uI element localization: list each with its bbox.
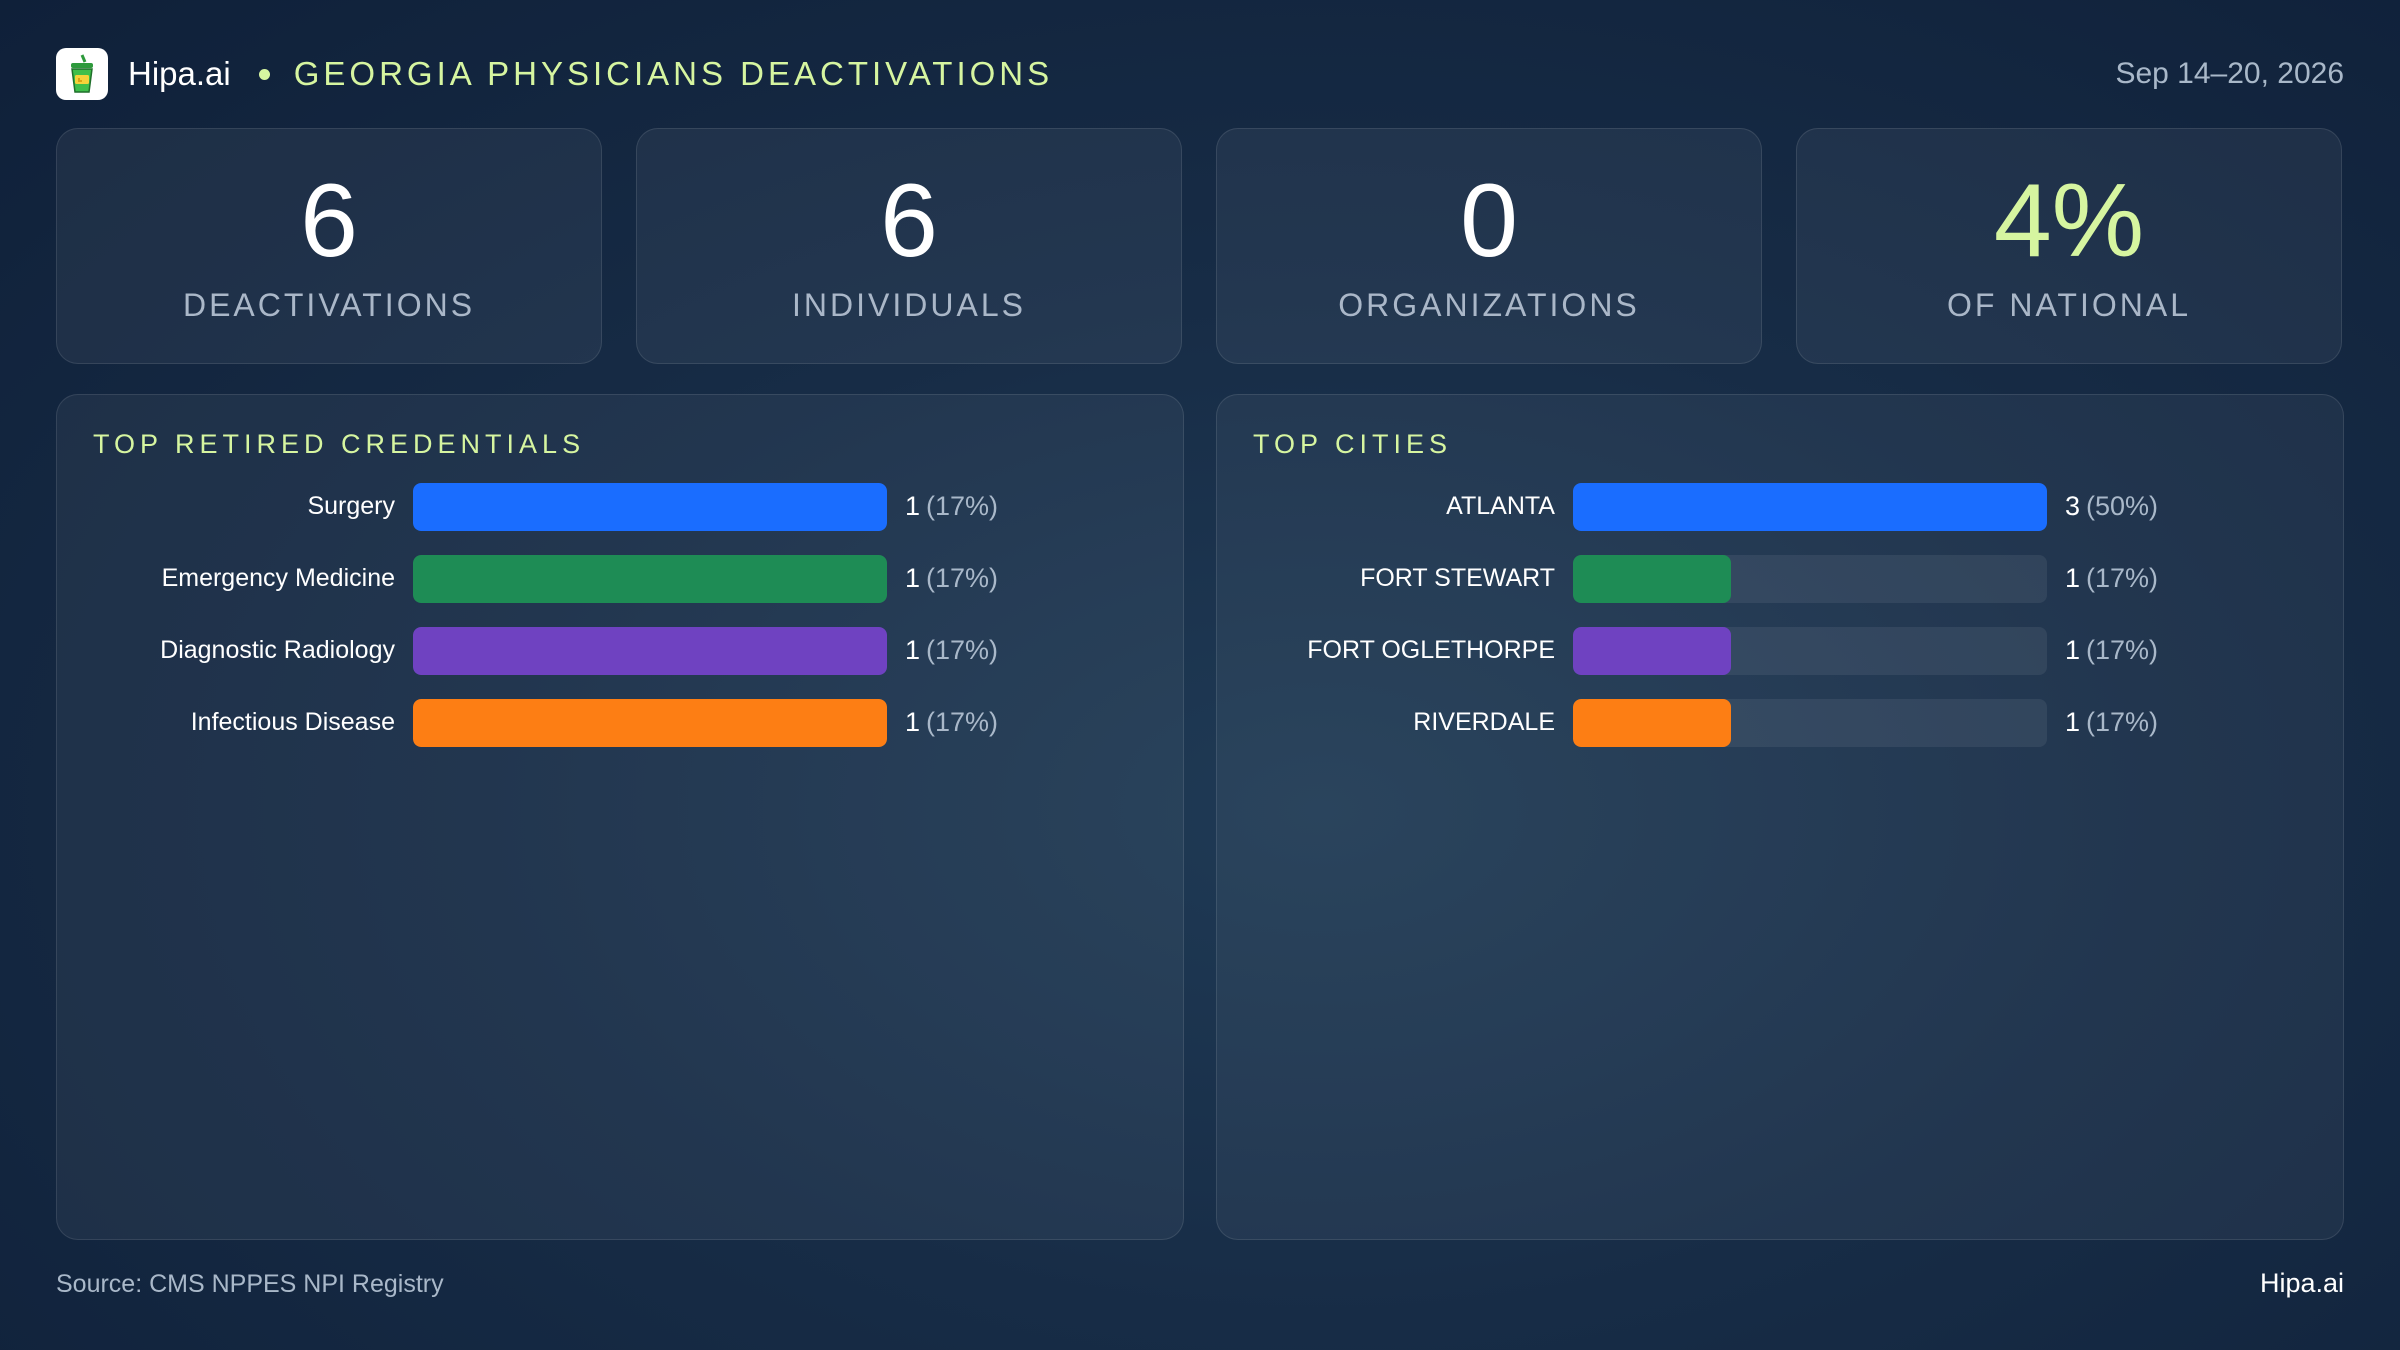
bar-row: Diagnostic Radiology 1 (17%) — [57, 625, 1183, 675]
bar-label: Infectious Disease — [190, 708, 395, 736]
panel-title: TOP RETIRED CREDENTIALS — [93, 429, 586, 459]
bar — [1573, 699, 1731, 747]
bar-row: FORT STEWART 1 (17%) — [1217, 553, 2343, 603]
kpi-value: 6 — [880, 163, 938, 279]
bar — [413, 555, 887, 603]
bar-percent: (17%) — [926, 563, 999, 593]
bar-percent: (17%) — [2086, 707, 2159, 737]
footer-brand: Hipa.ai — [2259, 1268, 2344, 1298]
kpi-card-individuals: 6 INDIVIDUALS — [636, 128, 1182, 364]
separator-dot — [258, 68, 270, 80]
bar-row: RIVERDALE 1 (17%) — [1217, 697, 2343, 747]
kpi-label: DEACTIVATIONS — [182, 287, 476, 323]
bar-count: 1 — [2065, 635, 2081, 665]
bar-percent: (50%) — [2086, 491, 2159, 521]
bar-value-label: 1 (17%) — [905, 553, 998, 603]
bar-value-label: 1 (17%) — [905, 481, 998, 531]
bar-percent: (17%) — [926, 491, 999, 521]
kpi-label: ORGANIZATIONS — [1338, 287, 1640, 323]
bar-percent: (17%) — [2086, 635, 2159, 665]
kpi-value: 6 — [300, 163, 358, 279]
bar-row: Emergency Medicine 1 (17%) — [57, 553, 1183, 603]
bar — [413, 483, 887, 531]
bar-value-label: 1 (17%) — [2065, 625, 2158, 675]
source-note: Source: CMS NPPES NPI Registry — [56, 1270, 444, 1298]
bar-track — [413, 627, 887, 675]
bar-count: 1 — [905, 563, 921, 593]
bar-count: 1 — [905, 707, 921, 737]
bar-track — [413, 483, 887, 531]
bar-count: 1 — [2065, 707, 2081, 737]
bar-track — [413, 555, 887, 603]
brand-name: Hipa.ai — [128, 55, 231, 92]
kpi-label: OF NATIONAL — [1947, 287, 2191, 323]
bar-value-label: 1 (17%) — [2065, 697, 2158, 747]
bar-percent: (17%) — [2086, 563, 2159, 593]
kpi-card-of-national: 4% OF NATIONAL — [1796, 128, 2342, 364]
bar-percent: (17%) — [926, 707, 999, 737]
bar-percent: (17%) — [926, 635, 999, 665]
bar-value-label: 3 (50%) — [2065, 481, 2158, 531]
kpi-card-deactivations: 6 DEACTIVATIONS — [56, 128, 602, 364]
bar-row: Surgery 1 (17%) — [57, 481, 1183, 531]
panel-top-cities: TOP CITIES ATLANTA 3 (50%) FORT STEWART 1 (17… — [1216, 394, 2344, 1240]
bar-label: Emergency Medicine — [161, 564, 395, 592]
bar-count: 1 — [2065, 563, 2081, 593]
panel-top-retired-credentials: TOP RETIRED CREDENTIALS Surgery 1 (17%) Eme… — [56, 394, 1184, 1240]
bar — [413, 627, 887, 675]
bar-count: 1 — [905, 635, 921, 665]
bar-label: FORT OGLETHORPE — [1307, 636, 1555, 664]
bar-label: Diagnostic Radiology — [160, 636, 395, 664]
kpi-card-organizations: 0 ORGANIZATIONS — [1216, 128, 1762, 364]
page-title: GEORGIA PHYSICIANS DEACTIVATIONS — [293, 55, 1054, 92]
bar-value-label: 1 (17%) — [905, 625, 998, 675]
bar-label: ATLANTA — [1446, 492, 1555, 520]
bar-value-label: 1 (17%) — [905, 697, 998, 747]
kpi-value: 4% — [1993, 163, 2145, 279]
bar-track — [1573, 699, 2047, 747]
panel-title: TOP CITIES — [1253, 429, 1453, 459]
bar-row: Infectious Disease 1 (17%) — [57, 697, 1183, 747]
bar-value-label: 1 (17%) — [2065, 553, 2158, 603]
bar-label: Surgery — [307, 492, 395, 520]
bar-count: 3 — [2065, 491, 2081, 521]
bar — [1573, 483, 2047, 531]
bar-label: FORT STEWART — [1360, 564, 1555, 592]
bar-row: ATLANTA 3 (50%) — [1217, 481, 2343, 531]
bar-row: FORT OGLETHORPE 1 (17%) — [1217, 625, 2343, 675]
bar — [1573, 555, 1731, 603]
hipa-cup-logo-icon — [56, 48, 108, 100]
bar-count: 1 — [905, 491, 921, 521]
date-range: Sep 14–20, 2026 — [2115, 57, 2344, 90]
bar-track — [413, 699, 887, 747]
bar-track — [1573, 483, 2047, 531]
bar — [1573, 627, 1731, 675]
kpi-value: 0 — [1460, 163, 1518, 279]
kpi-label: INDIVIDUALS — [792, 287, 1026, 323]
bar — [413, 699, 887, 747]
bar-track — [1573, 627, 2047, 675]
header: Hipa.ai GEORGIA PHYSICIANS DEACTIVATIONS… — [56, 48, 2344, 100]
bar-track — [1573, 555, 2047, 603]
bar-label: RIVERDALE — [1413, 708, 1555, 736]
